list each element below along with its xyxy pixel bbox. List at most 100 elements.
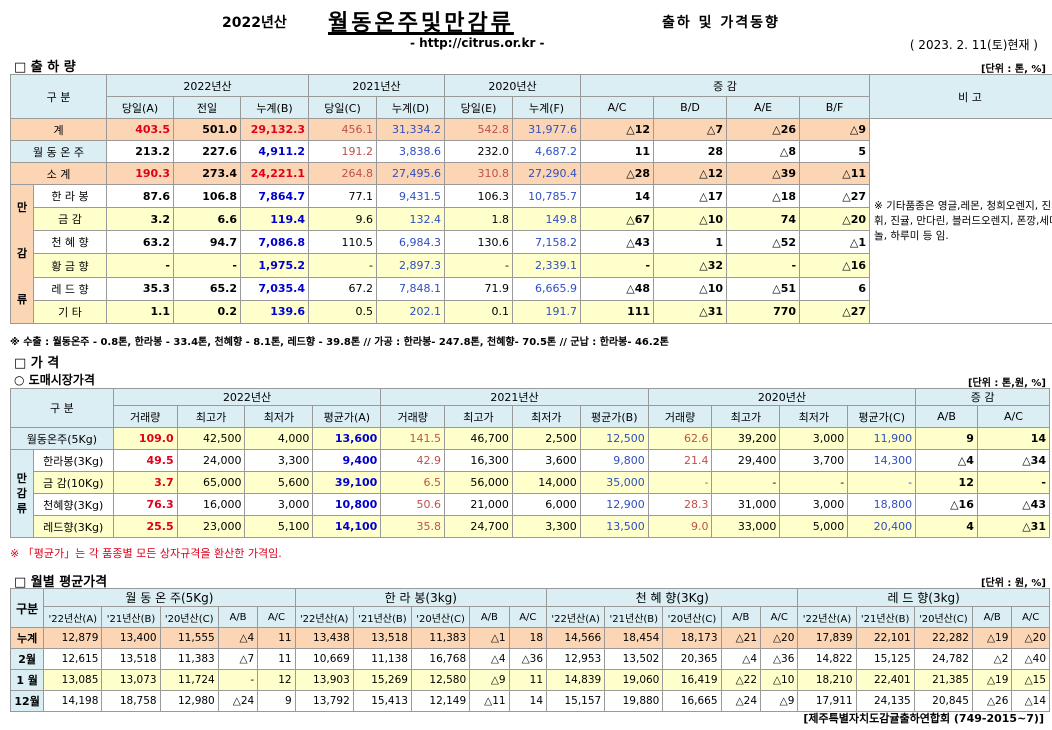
cell: 22,401 bbox=[855, 669, 915, 691]
cell: 16,665 bbox=[662, 690, 722, 712]
cell: 12,953 bbox=[546, 648, 606, 670]
cell: 24,135 bbox=[855, 690, 915, 712]
cell: 22,101 bbox=[855, 627, 915, 649]
row-label: 1 월 bbox=[9, 669, 45, 691]
cell: 14,566 bbox=[546, 627, 606, 649]
price-unit: [단위 : 톤,원, %] bbox=[967, 378, 1046, 389]
col-header: A/B bbox=[469, 606, 510, 628]
footer-org: [제주특별자치도감귤출하연합회 (749-2015~7)] bbox=[803, 712, 1044, 725]
cell: 18,173 bbox=[662, 627, 722, 649]
shipment-div-header: 구 분 bbox=[10, 74, 107, 119]
cell: 12,980 bbox=[159, 690, 219, 712]
cell: △20 bbox=[1011, 627, 1050, 649]
cell: △21 bbox=[720, 627, 762, 649]
cell: 12,879 bbox=[43, 627, 103, 649]
cell: △14 bbox=[1011, 690, 1050, 712]
cell: 24,782 bbox=[913, 648, 973, 670]
col-header: 누계(B) bbox=[239, 96, 310, 119]
monthly-unit: [단위 : 원, %] bbox=[980, 578, 1046, 589]
cell: △4 bbox=[217, 627, 259, 649]
col-header: 당일(A) bbox=[106, 96, 174, 119]
site-url[interactable]: - http://citrus.or.kr - bbox=[410, 36, 545, 50]
col-header: B/F bbox=[799, 96, 871, 119]
table-row: 금 감 3.2 6.6 119.4 9.6 132.4 1.8 149.8 △6… bbox=[10, 207, 1052, 232]
cell: 15,125 bbox=[855, 648, 915, 670]
cell: 11 bbox=[257, 627, 296, 649]
price-h2020: 2020년산 bbox=[647, 388, 917, 406]
cell: △36 bbox=[508, 648, 548, 670]
price-subsection-title: ○ 도매시장가격 bbox=[14, 373, 95, 387]
table-row: 레드향(3Kg) 25.5 23,000 5,100 14,100 35.8 2… bbox=[10, 515, 1051, 538]
cell: 12 bbox=[257, 669, 296, 691]
col-header: B/D bbox=[653, 96, 728, 119]
col-header: '22년산(A) bbox=[43, 606, 103, 628]
col-header: '20년산(C) bbox=[662, 606, 722, 628]
col-header: 누계(F) bbox=[512, 96, 582, 119]
cell: 13,518 bbox=[352, 627, 412, 649]
col-header: A/C bbox=[257, 606, 296, 628]
cell: 12,615 bbox=[43, 648, 103, 670]
col-header: '20년산(C) bbox=[913, 606, 973, 628]
table-row: 월 동 온 주 213.2 227.6 4,911.2 191.2 3,838.… bbox=[10, 140, 1052, 163]
cell: △11 bbox=[469, 690, 510, 712]
cell: △9 bbox=[469, 669, 510, 691]
col-header: A/E bbox=[726, 96, 801, 119]
cell: 19,060 bbox=[604, 669, 664, 691]
shipment-h2022: 2022년산 bbox=[105, 74, 310, 97]
cell: 15,413 bbox=[352, 690, 412, 712]
cell: 11,383 bbox=[159, 648, 219, 670]
cell: △36 bbox=[760, 648, 799, 670]
price-note: ※ 「평균가」는 각 품종별 모든 상자규격을 환산한 가격임. bbox=[10, 547, 282, 560]
price-h2022: 2022년산 bbox=[112, 388, 382, 406]
col-header: A/B bbox=[720, 606, 762, 628]
col-header: '20년산(C) bbox=[410, 606, 471, 628]
cell: 14 bbox=[508, 690, 548, 712]
group-header: 한 라 봉(3kg) bbox=[294, 588, 548, 607]
col-header: 당일(C) bbox=[308, 96, 378, 119]
cell: 13,792 bbox=[294, 690, 354, 712]
cell: 11,724 bbox=[159, 669, 219, 691]
cell: △15 bbox=[1011, 669, 1050, 691]
col-header: '21년산(B) bbox=[101, 606, 161, 628]
cell: △24 bbox=[720, 690, 762, 712]
col-header: 누계(D) bbox=[376, 96, 446, 119]
cell: 12,149 bbox=[410, 690, 471, 712]
col-header: 거래량 bbox=[112, 405, 178, 428]
cell: 21,385 bbox=[913, 669, 973, 691]
cell: △7 bbox=[217, 648, 259, 670]
cell: 19,880 bbox=[604, 690, 664, 712]
cell: 16,768 bbox=[410, 648, 471, 670]
col-header: '22년산(A) bbox=[294, 606, 354, 628]
table-row: 천 혜 향 63.2 94.7 7,086.8 110.5 6,984.3 13… bbox=[11, 230, 1052, 255]
cell: 13,400 bbox=[101, 627, 161, 649]
cell: 17,839 bbox=[797, 627, 857, 649]
cell: 13,085 bbox=[43, 669, 103, 691]
group-header: 천 혜 향(3Kg) bbox=[546, 588, 799, 607]
price-table: 구 분 2022년산 2021년산 2020년산 증 감 거래량 최고가 최저가… bbox=[10, 388, 1051, 538]
table-row: 1 월 13,085 13,073 11,724-12 13,903 15,269 12,5… bbox=[9, 669, 1050, 691]
col-header: 최고가 bbox=[444, 405, 513, 428]
cell: 13,438 bbox=[294, 627, 354, 649]
cell: △22 bbox=[720, 669, 762, 691]
row-label: 12월 bbox=[9, 690, 45, 712]
cell: 16,419 bbox=[662, 669, 722, 691]
cell: △26 bbox=[971, 690, 1013, 712]
cell: 15,269 bbox=[352, 669, 412, 691]
table-row: 누계 12,879 13,400 11,555 △4 11 13,438 13,518 11,3… bbox=[9, 627, 1050, 649]
cell: △2 bbox=[971, 648, 1013, 670]
cell: 15,157 bbox=[546, 690, 606, 712]
cell: 11,383 bbox=[410, 627, 471, 649]
cell: △1 bbox=[469, 627, 510, 649]
cell: 10,669 bbox=[294, 648, 354, 670]
col-header: A/C bbox=[760, 606, 799, 628]
cell: 9 bbox=[257, 690, 296, 712]
shipment-hinc: 증 감 bbox=[580, 74, 871, 97]
col-header: '21년산(B) bbox=[855, 606, 915, 628]
shipment-unit: [단위 : 톤, %] bbox=[980, 64, 1046, 75]
col-header: '22년산(A) bbox=[546, 606, 606, 628]
group-header: 레 드 향(3kg) bbox=[797, 588, 1050, 607]
